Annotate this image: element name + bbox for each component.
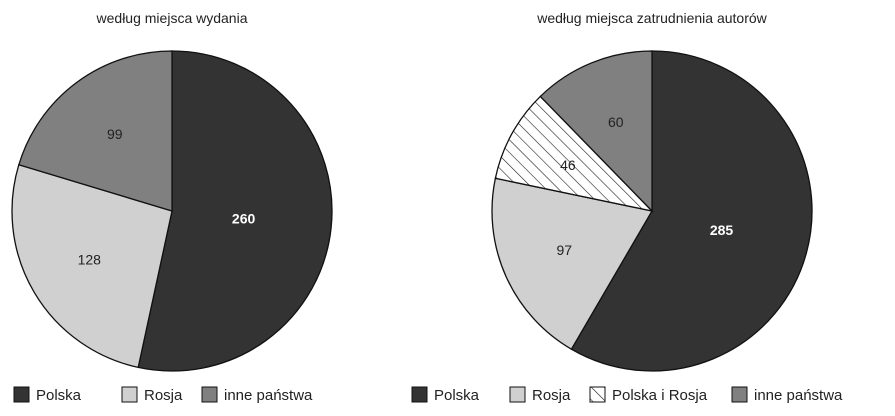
- legend-label: Rosja: [144, 387, 183, 404]
- slice-value-label: 60: [608, 114, 624, 130]
- pie-slice-polska-i-rosja: [494, 95, 654, 213]
- legend-swatch: [13, 386, 30, 403]
- legend-item-polska-i-rosja: Polska i Rosja: [589, 386, 708, 404]
- pie-slice-polska: [570, 50, 813, 372]
- legend-label: Polska: [36, 387, 82, 404]
- legend-swatch: [121, 386, 138, 403]
- pie-slices: [491, 50, 813, 372]
- legend-label: Polska: [434, 387, 480, 404]
- legend-swatch: [731, 386, 748, 403]
- chart-title: według miejsca wydania: [96, 10, 248, 26]
- legend-swatch: [589, 386, 606, 403]
- legend-swatch: [509, 386, 526, 403]
- pie-slice-inne-państwa: [18, 50, 173, 212]
- legend-item-rosja: Rosja: [121, 386, 183, 404]
- pie-slice-inne-państwa: [539, 50, 653, 213]
- slice-value-label: 128: [78, 252, 102, 268]
- slice-value-label: 46: [560, 157, 576, 173]
- slice-value-labels: 260 128 99: [78, 126, 256, 268]
- slice-value-label: 97: [557, 242, 573, 258]
- slice-value-label: 285: [710, 222, 734, 238]
- pie-slice-rosja: [491, 177, 654, 351]
- legend-item-polska: Polska: [411, 386, 480, 404]
- pie-slice-rosja: [11, 163, 173, 369]
- legend-swatch: [411, 386, 428, 403]
- legend-item-inne-państwa: inne państwa: [731, 386, 843, 404]
- pie-slice-polska: [137, 50, 333, 372]
- legend-item-polska: Polska: [13, 386, 82, 404]
- legend-item-rosja: Rosja: [509, 386, 571, 404]
- legend-label: inne państwa: [224, 387, 313, 404]
- slice-value-label: 260: [232, 211, 256, 227]
- slice-value-labels: 285 97 46 60: [557, 114, 734, 258]
- legend-label: inne państwa: [754, 387, 843, 404]
- legend-label: Polska i Rosja: [612, 387, 708, 404]
- slice-value-label: 99: [107, 126, 123, 142]
- legend-swatch: [201, 386, 218, 403]
- legend-item-inne-państwa: inne państwa: [201, 386, 313, 404]
- pie-slices: [11, 50, 333, 372]
- legend: Polska Rosja inne państwa: [13, 386, 313, 404]
- legend-label: Rosja: [532, 387, 571, 404]
- legend: Polska Rosja Polska i Rosja inne państwa: [411, 386, 843, 404]
- pie-chart-publication-place: według miejsca wydania 260 128 99 Polska Ro…: [11, 10, 333, 404]
- chart-title: według miejsca zatrudnienia autorów: [536, 10, 767, 26]
- pie-chart-author-employment: według miejsca zatrudnienia autorów 285 9…: [411, 10, 843, 404]
